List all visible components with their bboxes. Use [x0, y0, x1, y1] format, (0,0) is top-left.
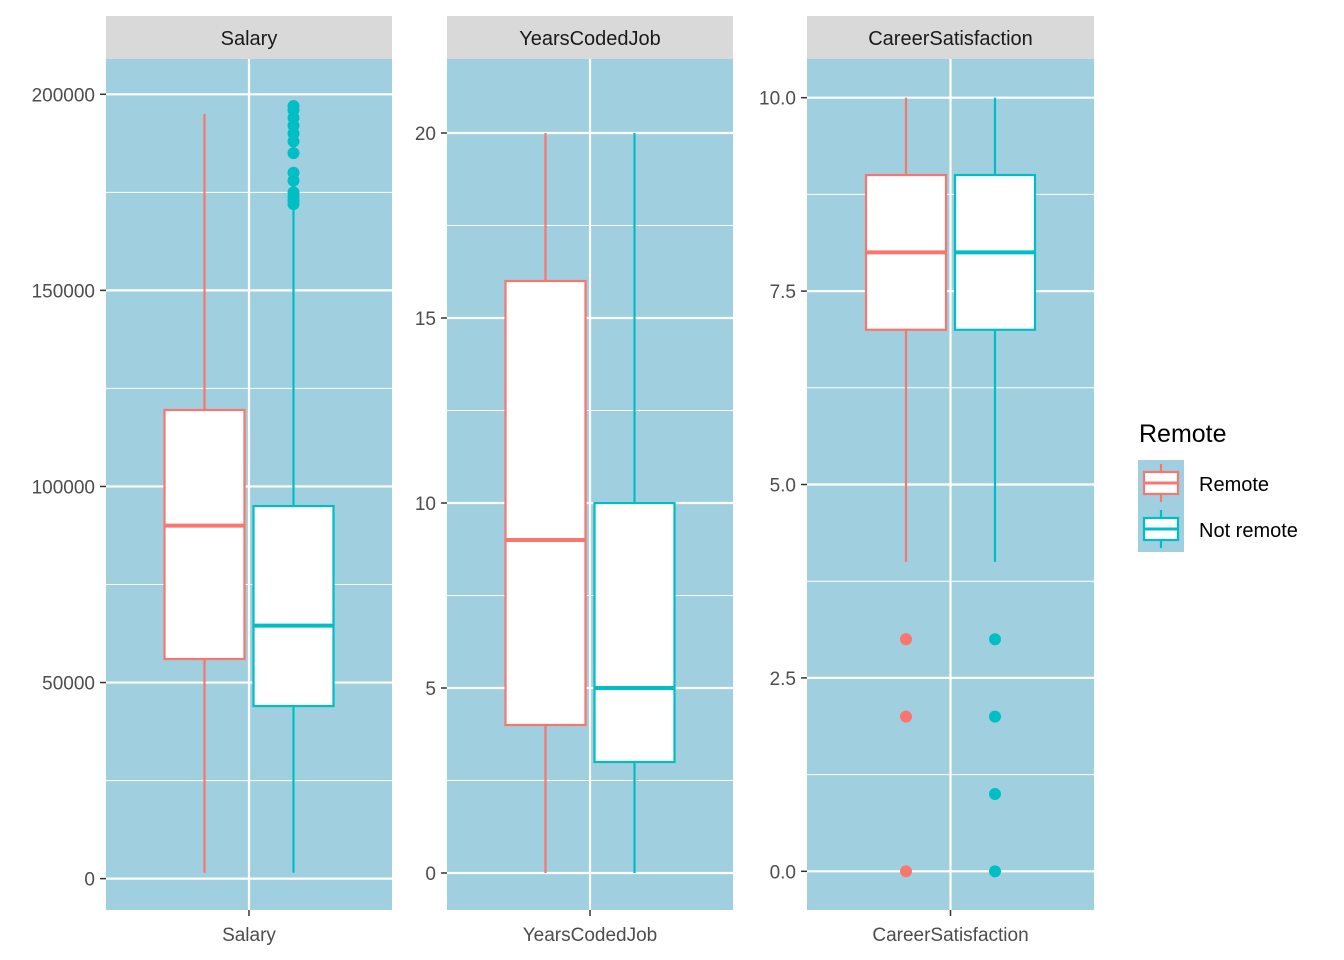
box-iqr	[504, 279, 587, 727]
outlier-point	[287, 186, 300, 199]
legend-keys: Remote Not remote	[1138, 460, 1298, 552]
box-not-remote	[252, 100, 335, 873]
facet-strip	[106, 16, 392, 59]
facet-careersatisfaction: CareerSatisfaction 0.0 2.5 5.0 7.5 10.0 Career…	[759, 16, 1094, 946]
y-tick-label: 200000	[32, 85, 95, 106]
y-tick-label: 0.0	[770, 862, 796, 883]
facet-salary: Salary 0 50000 100000 150000 200000 Salary	[32, 16, 392, 946]
facet-strip	[447, 16, 733, 59]
facets: Salary 0 50000 100000 150000 200000 Salary Year…	[32, 16, 1094, 946]
y-tick-label: 100000	[32, 477, 95, 498]
y-tick-label: 150000	[32, 281, 95, 302]
y-tick-label: 15	[415, 309, 436, 330]
box-remote	[504, 133, 587, 873]
box-not-remote	[953, 97, 1037, 878]
outlier-point	[287, 166, 300, 179]
y-tick-label: 10	[415, 494, 436, 515]
legend-entry-label: Remote	[1199, 474, 1269, 496]
outlier-point	[900, 710, 912, 723]
y-tick-label: 5	[425, 679, 436, 700]
x-tick-label: YearsCodedJob	[523, 925, 658, 946]
y-tick-label: 2.5	[770, 669, 796, 690]
facet-yearscodedjob: YearsCodedJob 0 5 10 15 20 YearsCodedJob	[415, 16, 733, 946]
y-tick-label: 5.0	[770, 476, 796, 497]
outlier-point	[287, 100, 300, 113]
y-tick-label: 0	[84, 870, 95, 891]
box-iqr	[163, 408, 246, 661]
legend-entry-not-remote: Not remote	[1138, 506, 1298, 552]
outlier-point	[989, 865, 1001, 878]
facet-strip	[807, 16, 1094, 59]
x-tick-label: CareerSatisfaction	[872, 925, 1028, 946]
legend-entry-label: Not remote	[1199, 520, 1298, 542]
facet-strip-label: Salary	[221, 28, 278, 50]
box-remote	[163, 113, 246, 873]
box-iqr	[593, 501, 676, 764]
legend-title: Remote	[1139, 420, 1227, 448]
legend-entry-remote: Remote	[1138, 460, 1269, 506]
box-not-remote	[593, 133, 676, 873]
outlier-point	[989, 710, 1001, 723]
x-tick-label: Salary	[222, 925, 276, 946]
y-tick-label: 20	[415, 124, 436, 145]
facet-strip-label: CareerSatisfaction	[868, 28, 1033, 50]
box-remote	[864, 97, 948, 878]
box-iqr	[252, 504, 335, 708]
y-tick-label: 0	[425, 864, 436, 885]
outlier-point	[900, 633, 912, 646]
y-tick-label: 50000	[42, 674, 95, 695]
outlier-point	[287, 147, 300, 160]
outlier-point	[989, 633, 1001, 646]
outlier-point	[989, 787, 1001, 800]
y-tick-label: 10.0	[759, 89, 796, 110]
legend: Remote Remote Not remote	[1138, 420, 1298, 552]
facet-strip-label: YearsCodedJob	[519, 28, 661, 50]
outlier-point	[900, 865, 912, 878]
y-tick-label: 7.5	[770, 282, 796, 303]
